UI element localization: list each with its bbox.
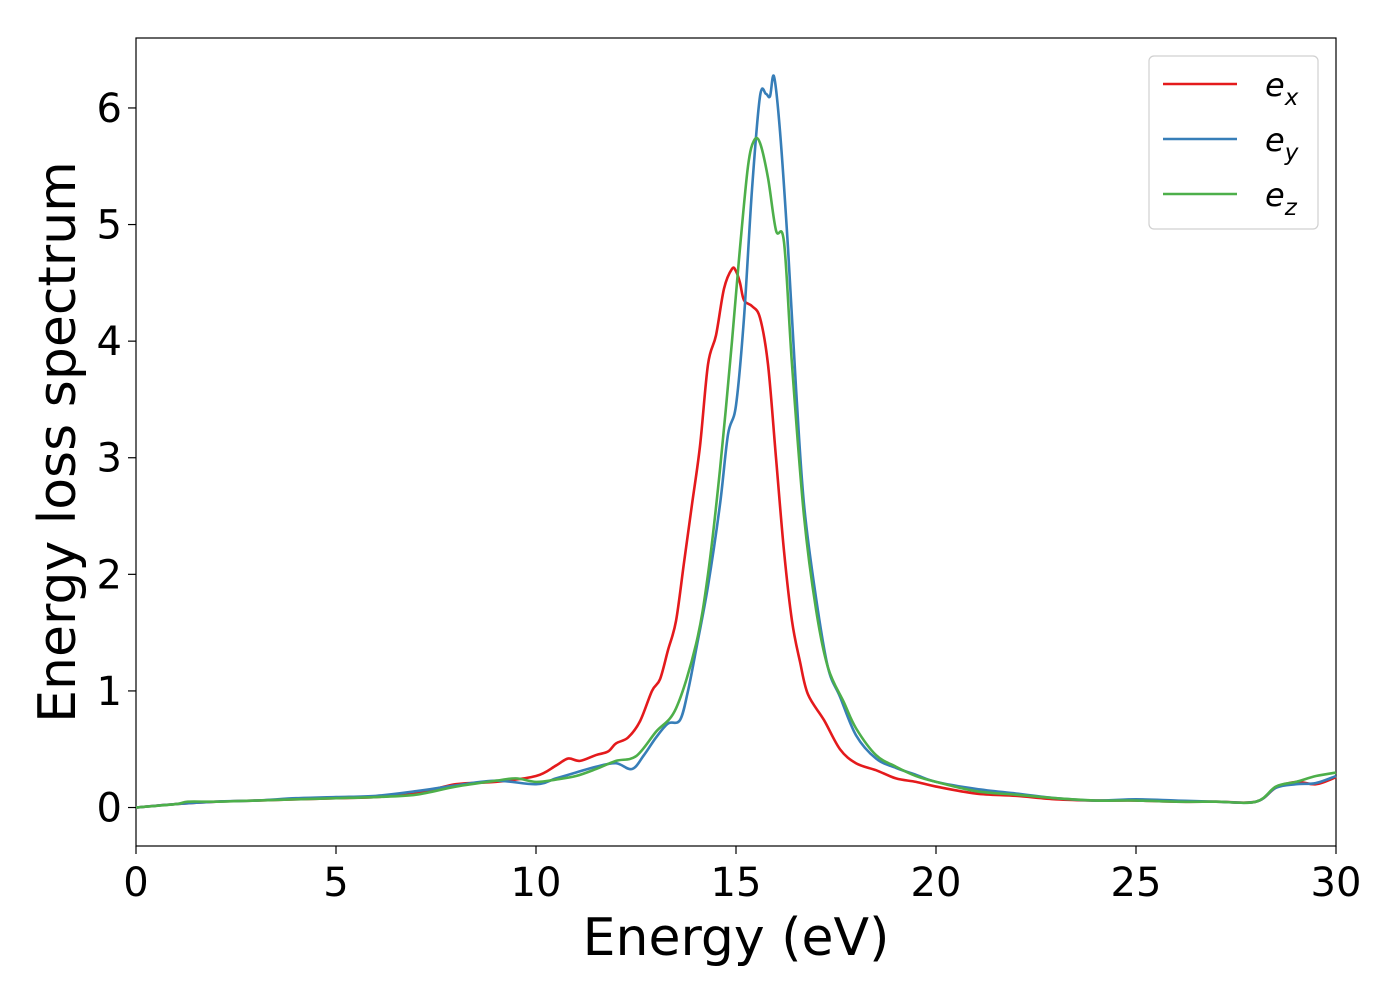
legend: ex ey ez (1148, 55, 1319, 230)
x-tick-label: 25 (1111, 860, 1162, 906)
legend-label-y: ey (1265, 121, 1299, 166)
legend-label-x: ex (1265, 66, 1299, 111)
y-tick-label: 3 (97, 436, 122, 482)
legend-box (1148, 55, 1319, 230)
y-axis-ticks: 0 1 2 3 4 5 6 (97, 86, 136, 832)
x-tick-label: 10 (511, 860, 562, 906)
y-tick-label: 4 (97, 319, 122, 365)
plot-area (135, 37, 1337, 847)
y-tick-label: 2 (97, 552, 122, 598)
y-tick-label: 5 (97, 203, 122, 249)
x-axis-ticks: 0 5 10 15 20 25 30 (123, 846, 1361, 906)
y-tick-label: 6 (97, 86, 122, 132)
legend-label-z: ez (1265, 176, 1298, 221)
x-tick-label: 0 (123, 860, 148, 906)
series-line-z (135, 136, 1337, 809)
x-tick-label: 30 (1311, 860, 1362, 906)
y-tick-label: 1 (97, 669, 122, 715)
y-tick-label: 0 (97, 786, 122, 832)
x-tick-label: 5 (323, 860, 348, 906)
x-tick-label: 15 (711, 860, 762, 906)
x-tick-label: 20 (911, 860, 962, 906)
y-axis-label: Energy loss spectrum (28, 161, 88, 723)
series-layer (135, 74, 1337, 809)
x-axis-label: Energy (eV) (583, 908, 890, 968)
